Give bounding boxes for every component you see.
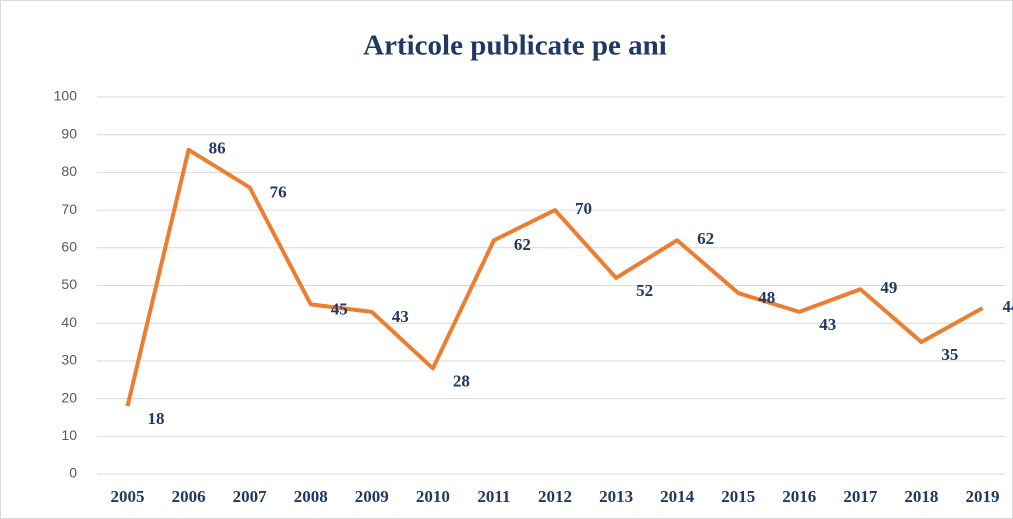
data-label: 35 bbox=[941, 345, 958, 364]
data-label: 18 bbox=[148, 409, 165, 428]
y-tick-label: 60 bbox=[61, 239, 77, 255]
x-tick-label: 2006 bbox=[172, 487, 206, 506]
x-tick-label: 2009 bbox=[355, 487, 389, 506]
data-label: 28 bbox=[453, 371, 470, 390]
x-tick-label: 2012 bbox=[538, 487, 572, 506]
x-tick-label: 2016 bbox=[782, 487, 816, 506]
x-tick-label: 2017 bbox=[843, 487, 878, 506]
y-tick-label: 30 bbox=[61, 352, 77, 368]
y-tick-label: 100 bbox=[54, 88, 78, 104]
y-tick-label: 20 bbox=[61, 389, 77, 405]
data-label: 76 bbox=[270, 182, 287, 201]
y-tick-label: 80 bbox=[61, 163, 77, 179]
y-tick-label: 0 bbox=[69, 465, 77, 481]
data-label: 86 bbox=[209, 139, 226, 158]
y-tick-label: 50 bbox=[61, 276, 77, 292]
y-tick-label: 90 bbox=[61, 125, 77, 141]
x-tick-label: 2015 bbox=[721, 487, 755, 506]
chart-title: Articole publicate pe ani bbox=[363, 30, 667, 62]
data-label: 43 bbox=[392, 307, 409, 326]
y-tick-label: 10 bbox=[61, 427, 77, 443]
x-tick-label: 2008 bbox=[294, 487, 328, 506]
data-label: 62 bbox=[514, 235, 531, 254]
x-tick-label: 2007 bbox=[233, 487, 268, 506]
data-label: 44 bbox=[1002, 297, 1013, 316]
data-label: 62 bbox=[697, 229, 714, 248]
data-label: 45 bbox=[331, 299, 348, 318]
y-tick-label: 40 bbox=[61, 314, 77, 330]
x-tick-label: 2018 bbox=[904, 487, 938, 506]
x-tick-label: 2011 bbox=[477, 487, 510, 506]
x-tick-label: 2010 bbox=[416, 487, 450, 506]
data-line bbox=[125, 147, 984, 407]
x-tick-label: 2005 bbox=[111, 487, 145, 506]
data-label: 49 bbox=[880, 278, 897, 297]
data-label: 52 bbox=[636, 281, 653, 300]
y-tick-label: 70 bbox=[61, 201, 77, 217]
data-label: 48 bbox=[758, 288, 775, 307]
data-label: 70 bbox=[575, 199, 592, 218]
x-tick-label: 2013 bbox=[599, 487, 633, 506]
x-tick-label: 2014 bbox=[660, 487, 695, 506]
x-tick-label: 2019 bbox=[965, 487, 999, 506]
data-label: 43 bbox=[819, 315, 836, 334]
